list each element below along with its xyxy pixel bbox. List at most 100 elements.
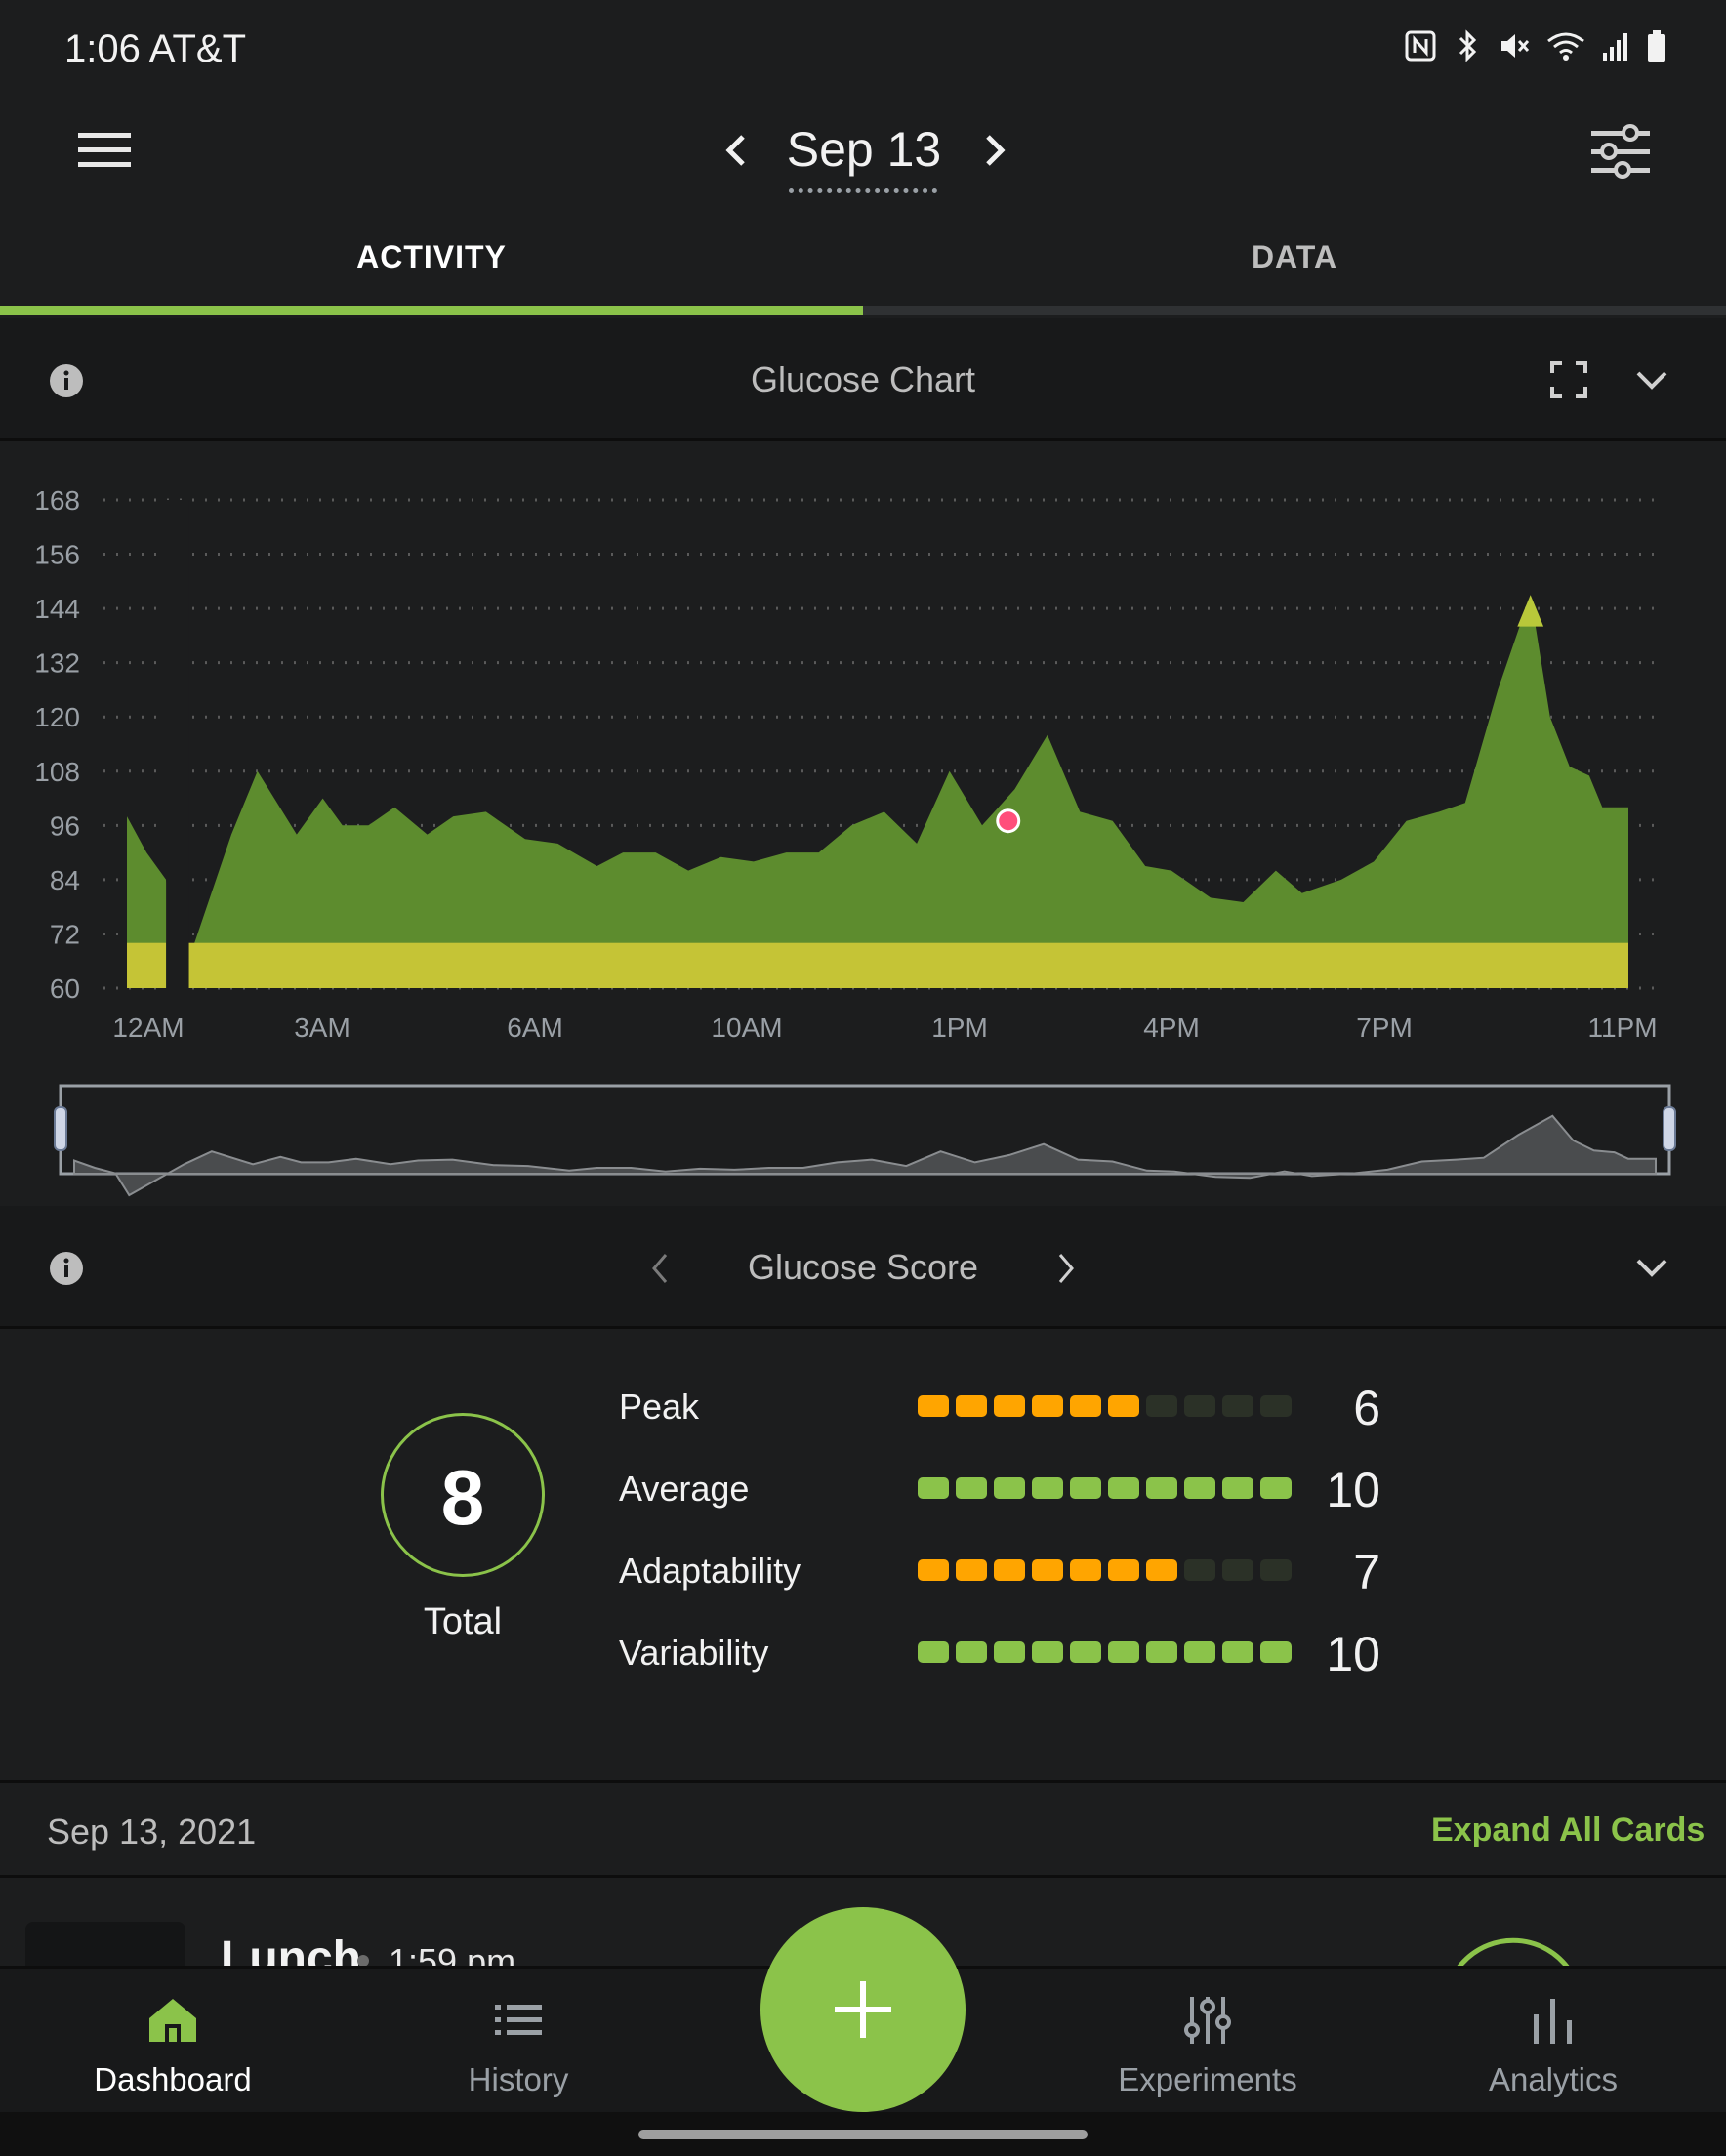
experiments-icon (1184, 1997, 1231, 2044)
metric-segment (1146, 1477, 1177, 1499)
x-tick-label: 4PM (1143, 1013, 1200, 1043)
date-underline (789, 188, 937, 193)
wifi-icon (1547, 32, 1584, 61)
add-entry-button[interactable] (760, 1907, 966, 2112)
expand-all-cards-button[interactable]: Expand All Cards (1431, 1811, 1705, 1848)
y-tick-label: 144 (34, 594, 80, 624)
battery-icon (1648, 30, 1665, 62)
metric-segment (994, 1559, 1025, 1581)
meal-separator-dot (357, 1955, 369, 1967)
data-gap (166, 500, 189, 990)
metric-segment (918, 1395, 949, 1417)
nav-label-analytics: Analytics (1488, 2061, 1619, 2097)
metric-segment (1070, 1559, 1101, 1581)
nav-label-dashboard: Dashboard (94, 2061, 252, 2097)
metric-segment (1032, 1641, 1063, 1663)
y-tick-label: 72 (50, 919, 80, 949)
glucose-chart-title: Glucose Chart (750, 359, 976, 399)
metric-segment (918, 1559, 949, 1581)
tab-track (0, 306, 1726, 315)
metric-segment (1184, 1641, 1215, 1663)
metric-segment (1260, 1641, 1292, 1663)
y-tick-label: 120 (34, 702, 80, 732)
nav-experiments[interactable]: Experiments (1061, 1966, 1354, 2112)
glucose-chart[interactable]: 168 156 144 132 120 108 96 84 72 60 12AM 3AM 6AM 10AM… (0, 441, 1726, 1203)
plus-icon (835, 1981, 891, 2038)
metric-segment (1222, 1477, 1253, 1499)
glucose-area (127, 595, 1628, 988)
status-time: 1:06 AT&T (64, 27, 247, 70)
metric-segment (1184, 1395, 1215, 1417)
metric-segment (1260, 1395, 1292, 1417)
y-tick-label: 96 (50, 810, 80, 841)
hamburger-icon[interactable] (76, 129, 135, 172)
metric-segment (1070, 1641, 1101, 1663)
date-row (0, 1780, 1726, 1878)
sliders-icon[interactable] (1589, 123, 1652, 180)
metric-segment (1070, 1477, 1101, 1499)
metric-value-peak: 6 (1353, 1381, 1380, 1435)
total-score-value: 8 (440, 1454, 485, 1541)
target-band (127, 942, 167, 988)
x-tick-label: 7PM (1356, 1013, 1413, 1043)
chevron-down-icon[interactable] (1632, 1253, 1671, 1282)
metric-bar-variability (918, 1641, 1292, 1663)
navigator-left-handle (54, 1106, 67, 1151)
target-band (188, 942, 1628, 988)
metric-segment (1222, 1395, 1253, 1417)
navigator-area (73, 1114, 1657, 1197)
nav-label-history: History (468, 2061, 569, 2097)
metric-segment (1032, 1559, 1063, 1581)
x-tick-label: 10AM (711, 1013, 782, 1043)
info-icon[interactable] (49, 363, 84, 398)
chevron-down-icon[interactable] (1632, 365, 1671, 394)
metric-segment (918, 1477, 949, 1499)
next-date-button[interactable] (978, 129, 1013, 172)
y-tick-label: 168 (34, 485, 80, 516)
nav-analytics[interactable]: Analytics (1407, 1966, 1700, 2112)
chevron-right-icon[interactable] (1054, 1251, 1078, 1286)
glucose-chart-header: Glucose Chart (0, 318, 1726, 441)
date-selector[interactable]: Sep 13 (786, 122, 942, 177)
home-indicator[interactable] (638, 2130, 1088, 2139)
info-icon[interactable] (49, 1251, 84, 1286)
glucose-score-header: Glucose Score (0, 1206, 1726, 1329)
nav-dashboard[interactable]: Dashboard (26, 1966, 319, 2112)
chevron-left-icon[interactable] (648, 1251, 672, 1286)
y-tick-label: 84 (50, 865, 80, 895)
metric-segment (1108, 1559, 1139, 1581)
metric-bar-adaptability (918, 1559, 1292, 1581)
metric-segment (1032, 1395, 1063, 1417)
metric-segment (1108, 1477, 1139, 1499)
date-row-label: Sep 13, 2021 (47, 1811, 257, 1851)
metric-value-average: 10 (1326, 1463, 1380, 1517)
nfc-icon (1405, 30, 1436, 62)
y-tick-label: 60 (50, 974, 80, 1004)
score-ring (381, 1413, 545, 1577)
tab-data[interactable]: DATA (1251, 239, 1338, 274)
signal-icon (1603, 33, 1627, 61)
metric-value-adaptability: 7 (1353, 1545, 1380, 1599)
metric-segment (994, 1395, 1025, 1417)
glucose-score-title: Glucose Score (747, 1247, 979, 1287)
app-bar (0, 98, 1726, 303)
total-score-label: Total (423, 1601, 503, 1642)
metric-segment (1260, 1559, 1292, 1581)
mute-icon (1501, 34, 1530, 58)
metric-label-average: Average (619, 1469, 750, 1509)
nav-history[interactable]: History (372, 1966, 665, 2112)
metric-segment (994, 1477, 1025, 1499)
metric-label-peak: Peak (619, 1387, 700, 1427)
metric-segment (1260, 1477, 1292, 1499)
metric-segment (1070, 1395, 1101, 1417)
bar-chart-icon (1534, 1999, 1572, 2044)
x-tick-label: 1PM (931, 1013, 988, 1043)
x-tick-label: 11PM (1587, 1013, 1657, 1043)
previous-date-button[interactable] (718, 129, 753, 172)
bluetooth-icon (1459, 29, 1477, 62)
tab-activity[interactable]: ACTIVITY (356, 239, 507, 274)
metric-segment (1222, 1559, 1253, 1581)
metric-label-variability: Variability (619, 1633, 769, 1673)
fullscreen-icon[interactable] (1550, 361, 1587, 398)
metric-segment (956, 1395, 987, 1417)
